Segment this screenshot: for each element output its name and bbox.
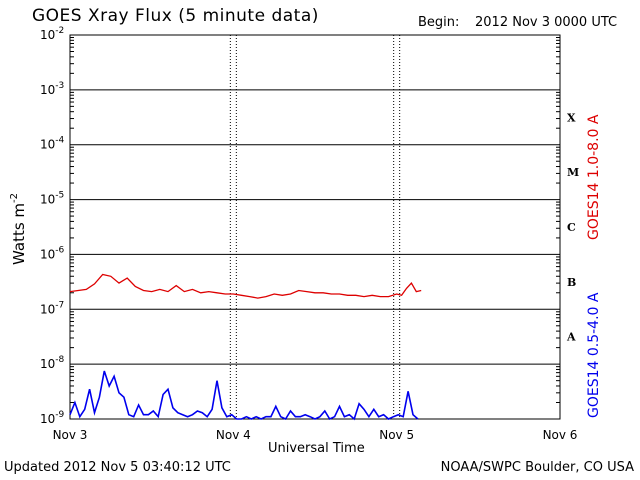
x-tick-label: Nov 3 xyxy=(53,428,88,442)
credit-text: NOAA/SWPC Boulder, CO USA xyxy=(440,460,634,475)
y-tick-label: 10-3 xyxy=(40,81,64,97)
flare-class-label: B xyxy=(567,276,576,289)
series-line-short xyxy=(69,370,419,421)
y-tick-label: 10-8 xyxy=(40,355,65,371)
y-axis-title: Watts m-2 xyxy=(9,193,28,265)
begin-date: 2012 Nov 3 0000 UTC xyxy=(475,15,618,30)
x-tick-label: Nov 6 xyxy=(543,428,578,442)
flare-class-label: M xyxy=(567,166,579,179)
y-tick-label: 10-6 xyxy=(40,245,65,261)
plot-frame xyxy=(69,34,561,420)
series-line-long xyxy=(69,273,422,299)
flare-class-label: C xyxy=(567,221,576,234)
y-tick-label: 10-4 xyxy=(40,136,65,152)
legend-entry: GOES14 1.0-8.0 A xyxy=(586,114,602,240)
y-tick-label: 10-5 xyxy=(40,191,64,207)
chart-title: GOES Xray Flux (5 minute data) xyxy=(32,6,319,26)
flare-class-label: A xyxy=(566,331,576,344)
y-tick-label: 10-9 xyxy=(40,410,65,426)
updated-timestamp: Updated 2012 Nov 5 03:40:12 UTC xyxy=(4,460,231,475)
x-tick-label: Nov 5 xyxy=(379,428,414,442)
begin-label: Begin: xyxy=(418,15,460,30)
y-tick-label: 10-7 xyxy=(40,300,64,316)
x-axis-title: Universal Time xyxy=(268,441,365,456)
y-tick-label: 10-2 xyxy=(40,26,64,42)
legend-entry: GOES14 0.5-4.0 A xyxy=(586,292,602,418)
x-tick-label: Nov 4 xyxy=(216,428,251,442)
flare-class-label: X xyxy=(567,111,576,124)
